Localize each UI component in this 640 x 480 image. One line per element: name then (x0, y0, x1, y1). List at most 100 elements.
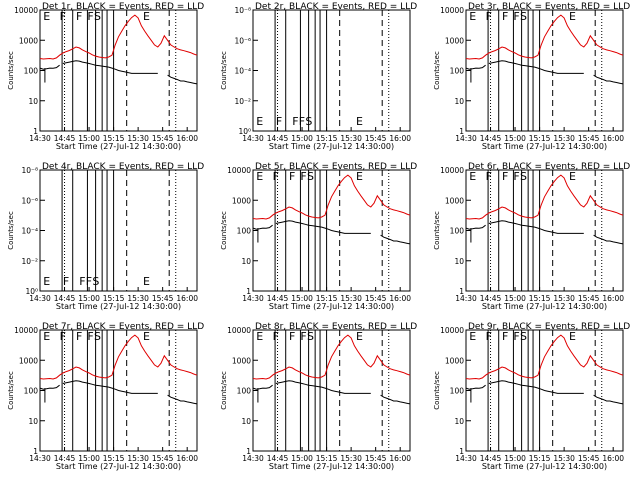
phase-letter: F (60, 10, 66, 23)
x-tick-label: 15:45 (578, 294, 600, 303)
panel-title: Det 2r, BLACK = Events, RED = LLD (255, 2, 417, 12)
x-axis-label: Start Time (27-Jul-12 14:30:00) (56, 302, 181, 311)
x-tick-label: 15:15 (316, 454, 338, 463)
y-tick-label: 100 (450, 67, 465, 76)
y-tick-label: 100 (237, 387, 252, 396)
y-axis-label: Counts/sec (220, 371, 228, 410)
x-tick-label: 15:15 (529, 294, 551, 303)
x-tick-label: 15:30 (340, 134, 362, 143)
phase-letter: E (143, 10, 150, 23)
x-tick-label: 15:00 (504, 294, 526, 303)
y-tick-label: 10⁻² (234, 97, 251, 106)
x-tick-label: 15:00 (78, 454, 100, 463)
y-tick-label: 1000 (445, 36, 464, 45)
events-series-line (252, 384, 273, 390)
phase-letter: F (486, 170, 492, 183)
x-tick-label: 14:45 (54, 454, 76, 463)
phase-letter: F (76, 330, 82, 343)
x-tick-label: 14:30 (29, 454, 51, 463)
events-series-line (488, 220, 584, 234)
x-tick-label: 15:30 (127, 134, 149, 143)
lld-series-line (39, 334, 198, 380)
panel-det-2: Det 2r, BLACK = Events, RED = LLD 14:30 14… (220, 2, 417, 151)
panel-title: Det 9r, BLACK = Events, RED = LLD (468, 322, 630, 332)
x-tick-label: 14:30 (29, 294, 51, 303)
phase-letter: F (502, 330, 508, 343)
x-tick-label: 16:00 (602, 134, 624, 143)
phase-letter: F (63, 275, 69, 288)
x-tick-label: 15:00 (504, 454, 526, 463)
y-tick-label: 1 (459, 127, 464, 136)
x-tick-label: 15:30 (340, 454, 362, 463)
x-tick-label: 16:00 (389, 454, 411, 463)
y-tick-label: 10000 (440, 6, 464, 15)
events-series-line (593, 74, 624, 85)
events-series-line (275, 220, 371, 234)
phase-letter: F (60, 330, 66, 343)
events-series-line (593, 394, 624, 405)
y-tick-label: 1 (459, 287, 464, 296)
phase-letter: F (276, 115, 282, 128)
phase-letter: S (307, 330, 314, 343)
phase-letter: S (520, 330, 527, 343)
panel-det-3: Det 3r, BLACK = Events, RED = LLD 14:30 14… (433, 2, 630, 151)
x-tick-label: 14:45 (267, 294, 289, 303)
x-axis-label: Start Time (27-Jul-12 14:30:00) (482, 462, 607, 471)
x-tick-label: 14:45 (480, 134, 502, 143)
x-tick-label: 14:30 (242, 294, 264, 303)
y-tick-label: 100 (237, 227, 252, 236)
lld-series-line (465, 174, 624, 220)
phase-letter: F (513, 10, 519, 23)
x-tick-label: 14:30 (455, 134, 477, 143)
x-axis-label: Start Time (27-Jul-12 14:30:00) (482, 142, 607, 151)
x-tick-label: 16:00 (176, 294, 198, 303)
phase-letter: E (256, 330, 263, 343)
y-tick-label: 1 (246, 447, 251, 456)
x-axis-label: Start Time (27-Jul-12 14:30:00) (482, 302, 607, 311)
panel-title: Det 3r, BLACK = Events, RED = LLD (468, 2, 630, 12)
x-tick-label: 15:45 (152, 294, 174, 303)
phase-letter: E (256, 115, 263, 128)
y-tick-label: 10000 (440, 326, 464, 335)
y-axis-label: Counts/sec (220, 51, 228, 90)
events-series-line (593, 234, 624, 245)
lld-series-line (252, 334, 411, 380)
panel-title: Det 1r, BLACK = Events, RED = LLD (42, 2, 204, 12)
x-axis-label: Start Time (27-Jul-12 14:30:00) (269, 142, 394, 151)
y-tick-label: 10000 (227, 326, 251, 335)
panel-title: Det 7r, BLACK = Events, RED = LLD (42, 322, 204, 332)
events-series-line (167, 74, 198, 85)
y-axis-label: Counts/sec (220, 211, 228, 250)
lld-series-line (252, 174, 411, 220)
y-tick-label: 10⁻⁶ (234, 36, 251, 45)
panel-title: Det 5r, BLACK = Events, RED = LLD (255, 162, 417, 172)
events-series-line (252, 224, 273, 230)
phase-letter: F (502, 170, 508, 183)
lld-series-line (465, 14, 624, 60)
events-series-line (275, 380, 371, 394)
x-tick-label: 14:45 (267, 454, 289, 463)
x-tick-label: 15:00 (291, 454, 313, 463)
phase-letter: F (87, 10, 93, 23)
x-tick-label: 14:30 (455, 454, 477, 463)
y-tick-label: 10 (454, 97, 464, 106)
x-tick-label: 15:00 (291, 294, 313, 303)
events-series-line (465, 224, 486, 230)
y-tick-label: 10⁻² (21, 257, 38, 266)
y-tick-label: 1 (33, 127, 38, 136)
phase-letter: F (289, 330, 295, 343)
events-series-line (380, 394, 411, 405)
x-tick-label: 14:30 (242, 134, 264, 143)
phase-letter: S (92, 275, 99, 288)
panel-title: Det 6r, BLACK = Events, RED = LLD (468, 162, 630, 172)
phase-letter: F (502, 10, 508, 23)
phase-letter: F (86, 275, 92, 288)
x-tick-label: 15:15 (316, 134, 338, 143)
plot-frame (39, 169, 198, 292)
y-tick-label: 10 (454, 257, 464, 266)
events-series-line (39, 64, 60, 70)
x-tick-label: 15:00 (504, 134, 526, 143)
y-tick-label: 1 (246, 287, 251, 296)
x-tick-label: 14:45 (480, 294, 502, 303)
